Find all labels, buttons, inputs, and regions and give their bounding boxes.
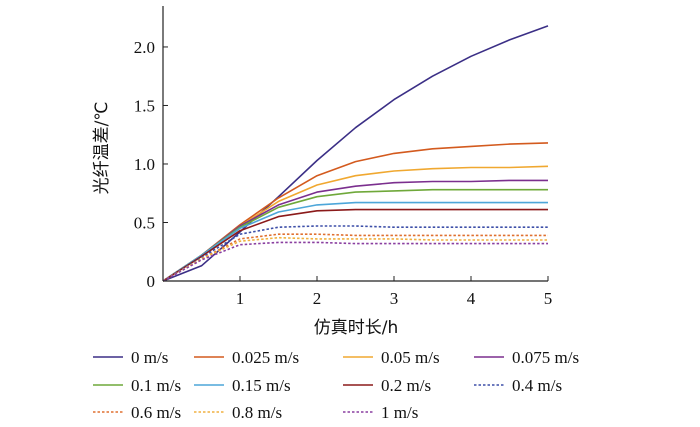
series-line-5: [162, 201, 548, 282]
series-line-6: [162, 208, 548, 282]
legend-label-1: 0.025 m/s: [232, 348, 299, 367]
legend-label-2: 0.05 m/s: [381, 348, 440, 367]
legend-label-5: 0.15 m/s: [232, 376, 291, 395]
y-axis-title: 光纤温差/℃: [92, 102, 112, 195]
series-line-9: [162, 236, 548, 282]
x-tick-label-1: 2: [313, 289, 322, 308]
y-tick-label-2: 1.0: [134, 155, 155, 174]
series-line-10: [162, 241, 548, 282]
series-line-8: [162, 233, 548, 282]
plot-area: [162, 25, 549, 282]
legend-label-7: 0.4 m/s: [512, 376, 562, 395]
legend-label-10: 1 m/s: [381, 403, 418, 422]
series-line-7: [162, 225, 548, 282]
x-axis-title: 仿真时长/h: [314, 318, 399, 338]
legend-label-0: 0 m/s: [131, 348, 168, 367]
x-tick-label-4: 5: [544, 289, 553, 308]
x-tick-label-0: 1: [236, 289, 245, 308]
axes: 0 0.5 1.0 1.5 2.0 1 2 3 4 5: [134, 6, 553, 308]
x-tick-label-2: 3: [390, 289, 399, 308]
y-tick-label-1: 0.5: [134, 213, 155, 232]
legend: 0 m/s 0.025 m/s 0.05 m/s 0.075 m/s 0.1 m/s 0.…: [93, 348, 579, 422]
legend-label-6: 0.2 m/s: [381, 376, 431, 395]
legend-label-4: 0.1 m/s: [131, 376, 181, 395]
series-line-1: [162, 142, 549, 282]
x-tick-label-3: 4: [467, 289, 476, 308]
series-line-3: [162, 179, 548, 282]
legend-label-9: 0.8 m/s: [232, 403, 282, 422]
series-line-0: [162, 25, 549, 282]
series-line-2: [162, 165, 549, 282]
y-tick-label-4: 2.0: [134, 38, 155, 57]
y-tick-label-0: 0: [147, 272, 156, 291]
y-tick-label-3: 1.5: [134, 96, 155, 115]
legend-label-8: 0.6 m/s: [131, 403, 181, 422]
legend-label-3: 0.075 m/s: [512, 348, 579, 367]
